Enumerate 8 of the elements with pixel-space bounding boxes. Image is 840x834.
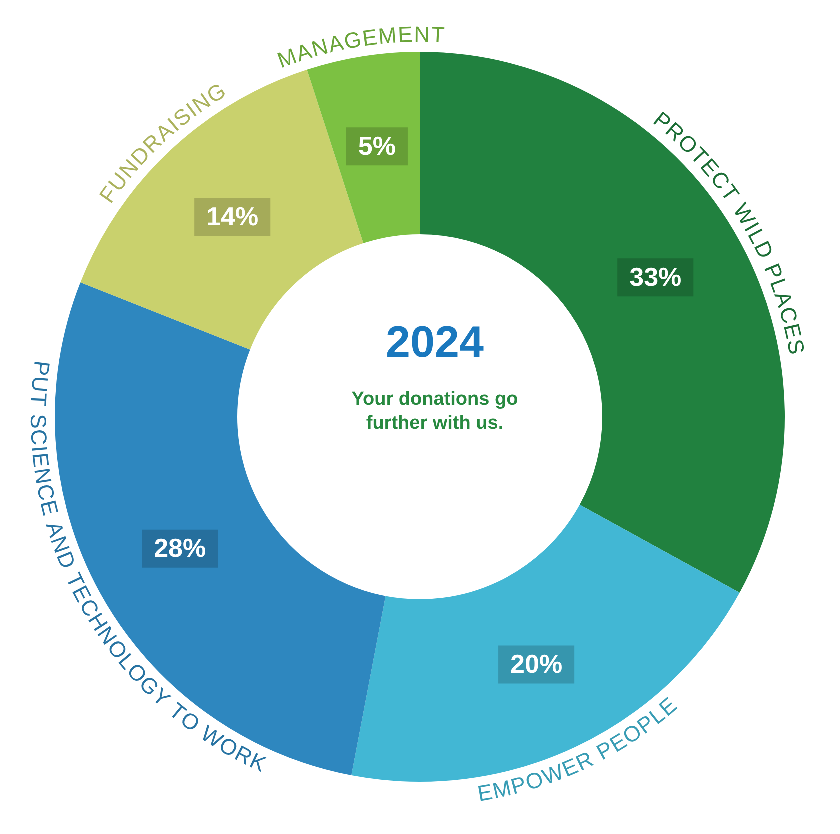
data-label: 5% bbox=[358, 130, 396, 161]
text: 2024 bbox=[385, 318, 485, 368]
text: Your donations go further with us. bbox=[350, 388, 520, 436]
data-label: 28% bbox=[154, 533, 206, 564]
data-label: 33% bbox=[630, 262, 682, 292]
data-label: 20% bbox=[510, 648, 563, 679]
category-label: MANAGEMENT bbox=[274, 22, 446, 74]
category-label: EMPOWER PEOPLE bbox=[476, 692, 682, 806]
